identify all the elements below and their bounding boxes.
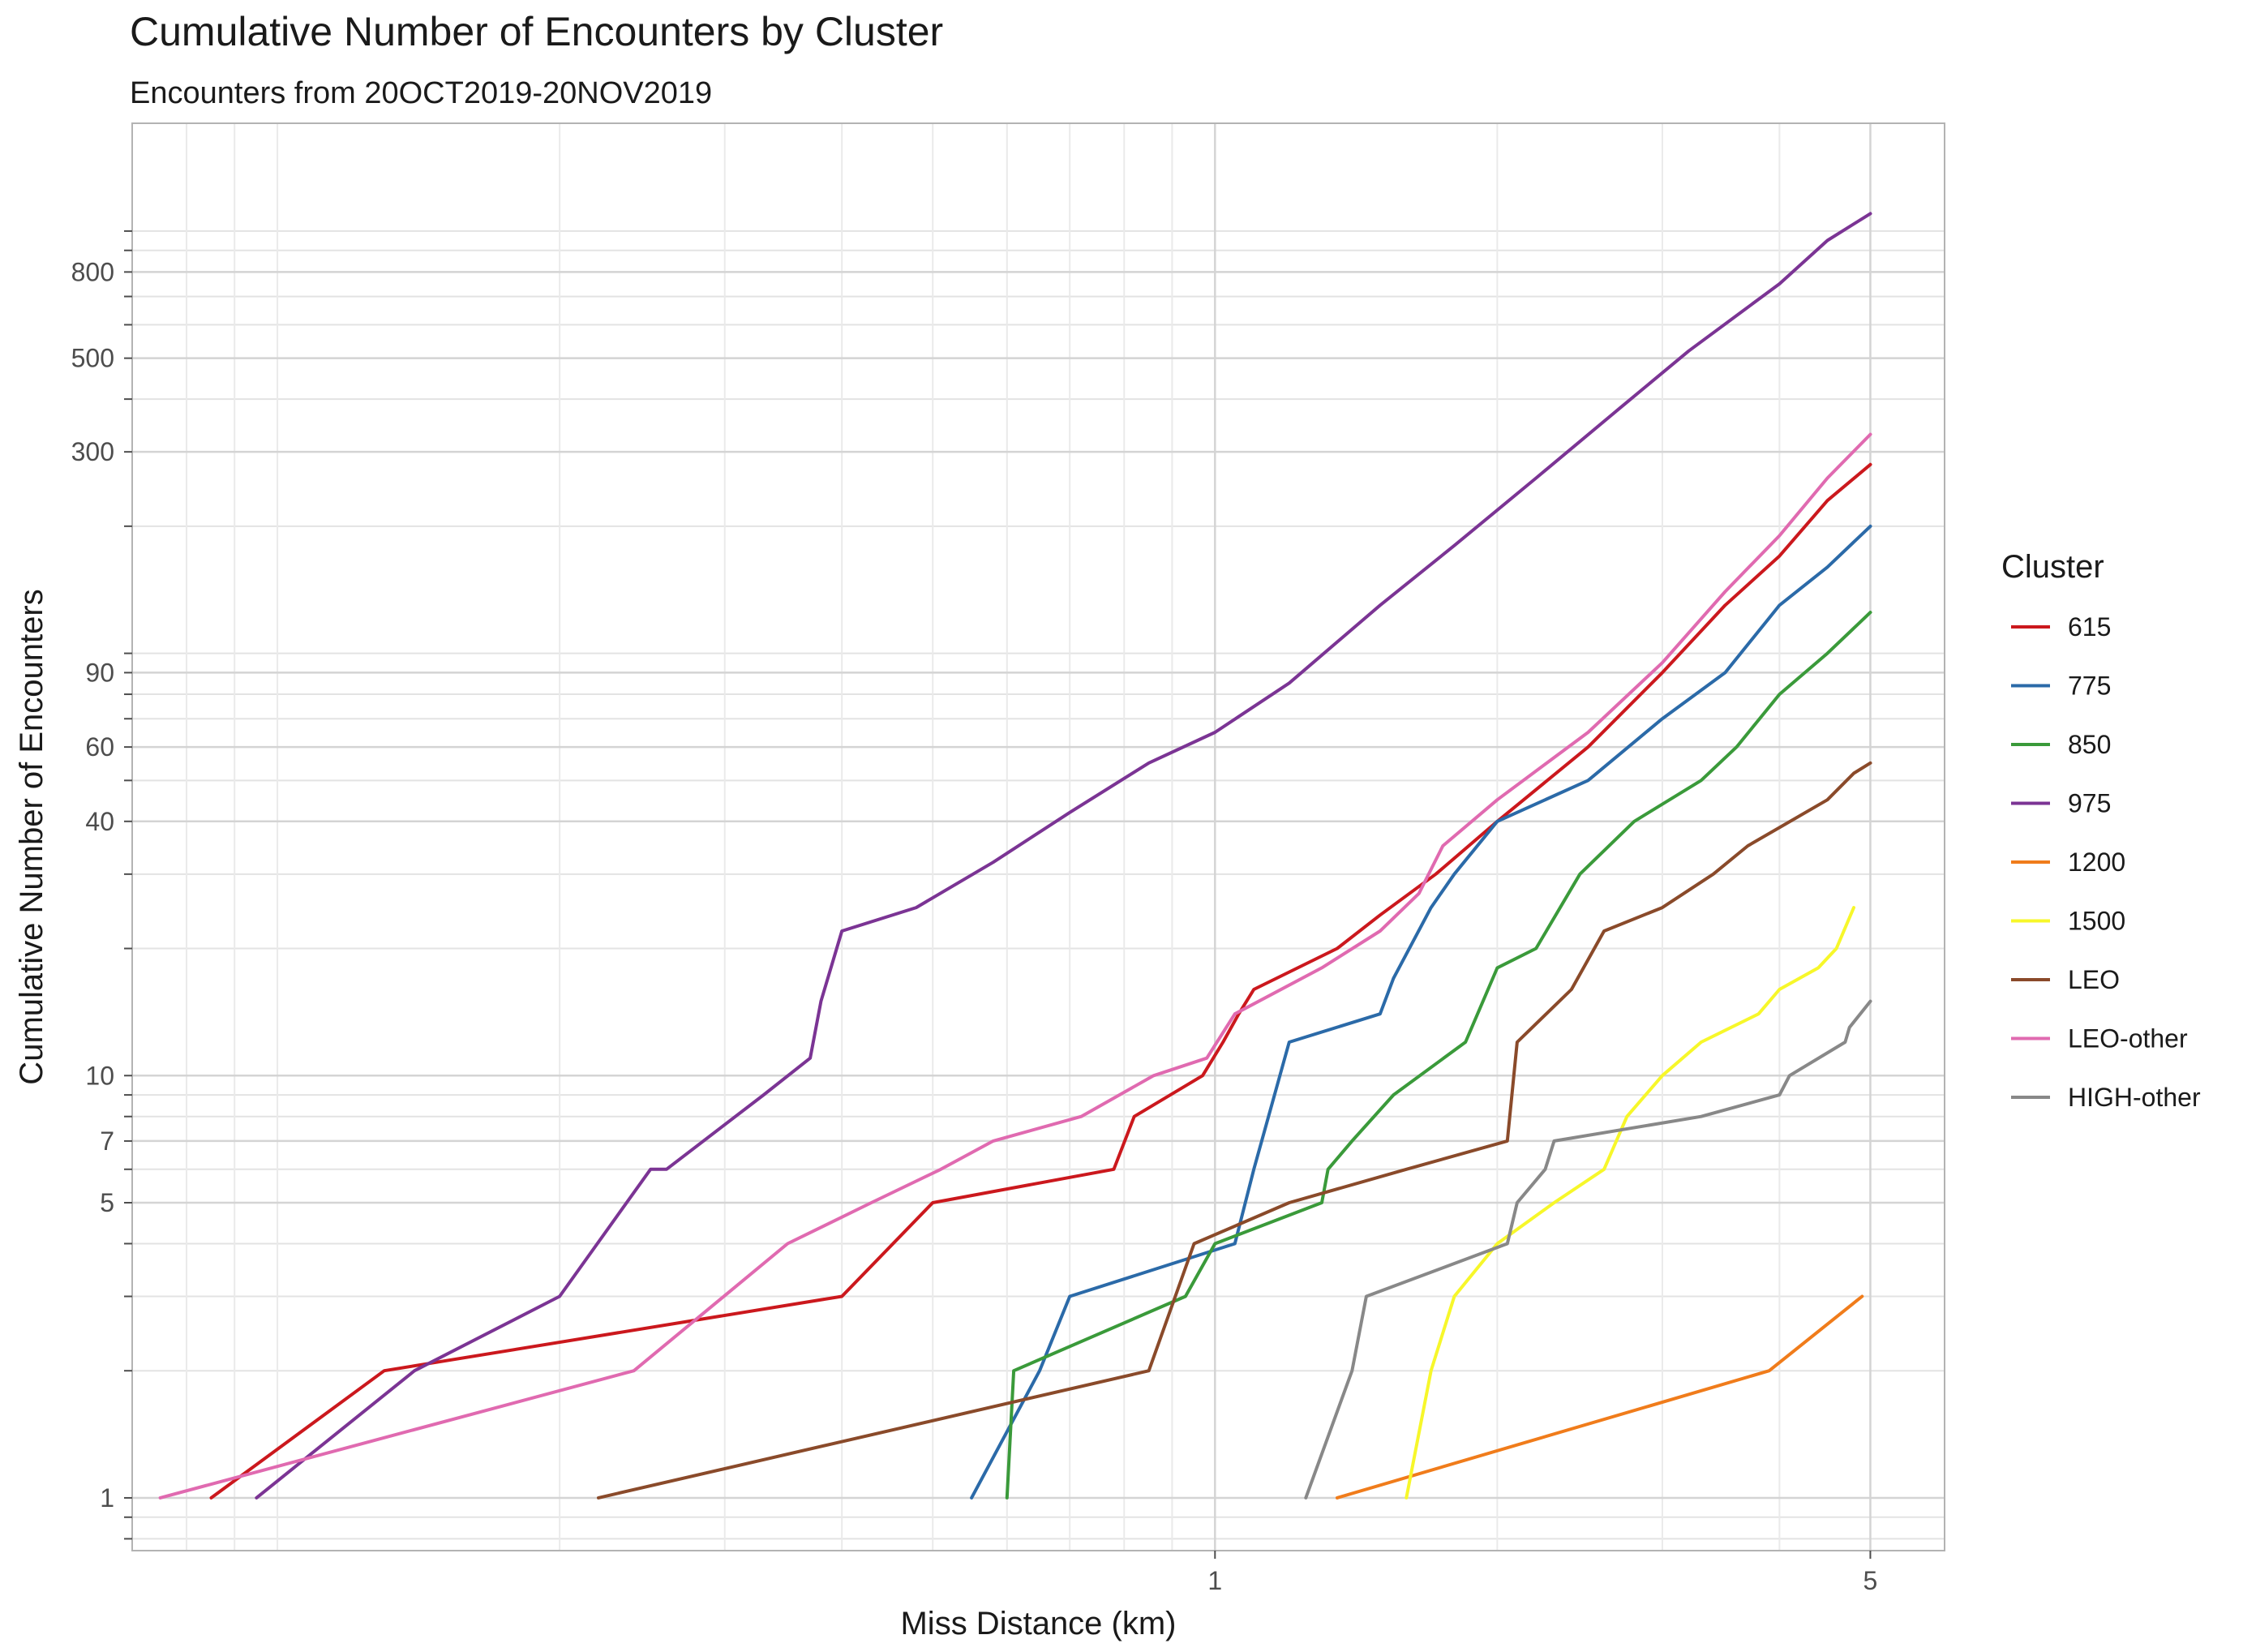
legend: Cluster 615 775 850 975 1200 1500 LEO LEO-other… xyxy=(2001,549,2201,1112)
y-tick-label: 500 xyxy=(71,344,114,373)
series-line-HIGH-other xyxy=(1304,999,1872,1500)
y-tick-label: 60 xyxy=(85,732,114,762)
y-tick-label: 90 xyxy=(85,658,114,687)
series-line-1500 xyxy=(1405,906,1855,1500)
legend-label-HIGH-other: HIGH-other xyxy=(2068,1083,2201,1112)
series-line-615 xyxy=(209,462,1872,1500)
y-tick-label: 800 xyxy=(71,257,114,286)
x-tick-label: 1 xyxy=(1207,1566,1222,1595)
x-axis-title: Miss Distance (km) xyxy=(900,1606,1176,1641)
series-layer xyxy=(158,212,1872,1500)
y-tick-label: 40 xyxy=(85,807,114,836)
plot-panel-border xyxy=(131,122,1945,1551)
series-line-LEO xyxy=(597,761,1872,1500)
legend-label-615: 615 xyxy=(2068,612,2111,641)
legend-label-1500: 1500 xyxy=(2068,907,2125,936)
legend-label-LEO: LEO xyxy=(2068,965,2120,994)
x-tick-label: 5 xyxy=(1863,1566,1878,1595)
y-tick-label: 7 xyxy=(100,1126,114,1156)
y-axis-title: Cumulative Number of Encounters xyxy=(14,589,49,1084)
series-line-775 xyxy=(970,524,1872,1500)
y-tick-label: 5 xyxy=(100,1188,114,1217)
legend-label-775: 775 xyxy=(2068,672,2111,701)
legend-label-1200: 1200 xyxy=(2068,847,2125,877)
chart-subtitle: Encounters from 20OCT2019-20NOV2019 xyxy=(130,76,713,110)
series-line-850 xyxy=(1005,611,1872,1500)
legend-title: Cluster xyxy=(2001,549,2104,585)
axis-tick-labels: 1 5 7 10 40 60 90 300 500 800 1 5 xyxy=(71,257,1878,1595)
legend-label-LEO-other: LEO-other xyxy=(2068,1024,2188,1053)
series-line-1200 xyxy=(1336,1294,1864,1500)
chart-title: Cumulative Number of Encounters by Clust… xyxy=(130,9,944,54)
major-gridlines xyxy=(132,123,1945,1551)
series-line-975 xyxy=(255,212,1872,1500)
legend-label-850: 850 xyxy=(2068,730,2111,759)
y-tick-label: 1 xyxy=(100,1483,114,1513)
y-tick-label: 10 xyxy=(85,1061,114,1090)
y-tick-label: 300 xyxy=(71,437,114,466)
minor-gridlines xyxy=(131,123,1945,1551)
axis-ticks xyxy=(124,230,1872,1559)
series-line-LEO-other xyxy=(158,432,1872,1500)
legend-label-975: 975 xyxy=(2068,789,2111,818)
